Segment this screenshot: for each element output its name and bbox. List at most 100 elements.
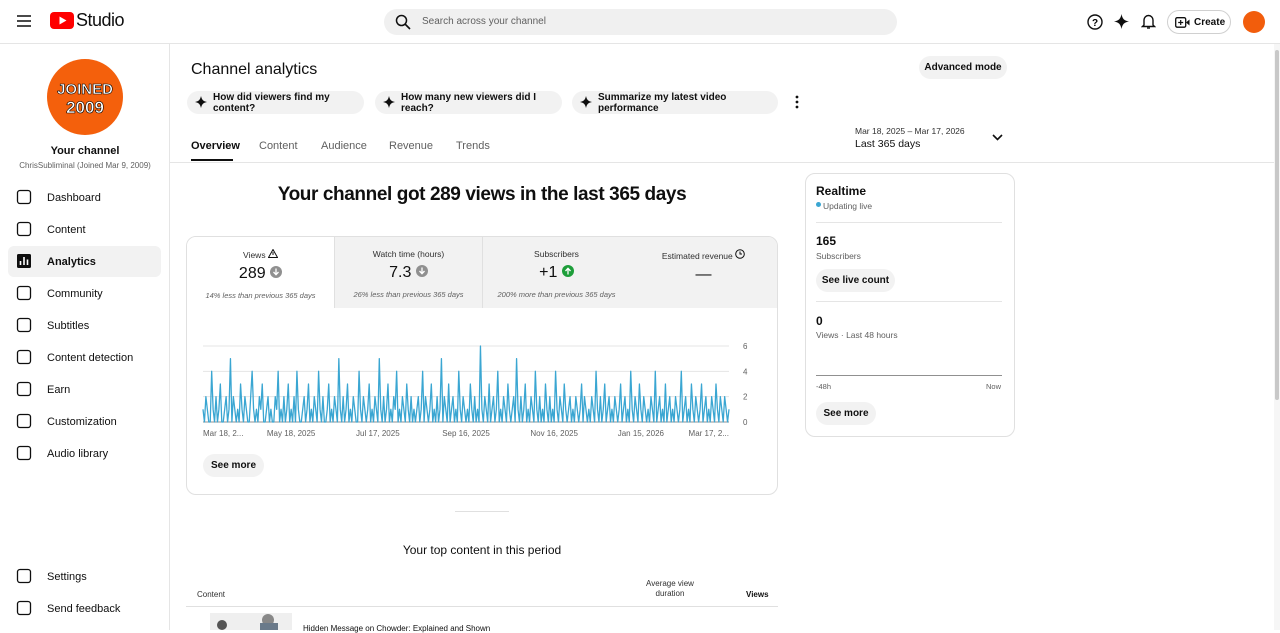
divider [816,301,1002,302]
headline: Your channel got 289 views in the last 3… [277,184,687,205]
axis-label: -48h [816,382,832,391]
nav-label: Send feedback [47,602,121,615]
logo-text[interactable]: Studio [76,10,125,30]
nav-item[interactable]: Content [8,214,161,245]
search-icon [395,14,411,30]
nav-icon [16,568,32,584]
nav-item[interactable]: Dashboard [8,182,161,213]
clock-icon [735,249,745,259]
create-icon [1175,17,1190,28]
divider [455,511,509,512]
nav-label: Analytics [47,255,96,268]
nav-item[interactable]: Earn [8,374,161,405]
subscriber-count: 165 [816,234,837,248]
nav-icon [16,285,32,301]
channel-title: Your channel [50,145,120,157]
nav-item[interactable]: Subtitles [8,310,161,341]
views-label: Views · Last 48 hours [816,330,898,340]
avatar-text: JOINED [57,81,113,98]
y-tick-label: 6 [743,342,748,351]
menu-icon[interactable] [17,15,31,27]
dropdown-icon[interactable] [992,134,1003,142]
see-live-count-button[interactable]: See live count [816,269,895,292]
chip-label: How did viewers find my content? [213,91,330,114]
tab-indicator [191,159,233,161]
chip-label: Summarize my latest video performance [598,91,727,114]
views-count: 0 [816,314,823,328]
nav-item[interactable]: Content detection [8,342,161,373]
tab[interactable]: Content [259,140,298,152]
sparkle-icon [383,96,395,108]
nav-icon [16,445,32,461]
realtime-card [805,173,1015,437]
x-tick-label: Nov 16, 2025 [530,429,578,438]
more-icon[interactable] [794,95,800,109]
nav-item[interactable]: Settings [8,561,161,592]
tab[interactable]: Revenue [389,140,434,152]
nav-icon [17,254,31,268]
advanced-mode-button[interactable]: Advanced mode [919,56,1007,79]
metric-tab[interactable]: Watch time (hours) 7.3 26% less than prev… [335,237,483,308]
y-tick-label: 0 [743,418,748,427]
search-box[interactable]: Search across your channel [384,9,897,35]
video-thumbnail[interactable] [210,613,292,630]
realtime-title: Realtime [816,184,867,198]
channel-avatar[interactable]: JOINED 2009 [47,59,123,135]
table-header: Average view duration [646,579,694,598]
sparkle-icon [580,96,592,108]
video-title[interactable]: Hidden Message on Chowder: Explained and… [303,624,491,633]
nav-icon [16,189,32,205]
scrollbar[interactable] [1274,44,1280,630]
metric-value: 289 [238,265,266,282]
account-avatar[interactable] [1243,11,1265,33]
tab[interactable]: Overview [191,140,240,152]
tab[interactable]: Audience [321,140,367,152]
nav-item[interactable]: Analytics [8,246,161,277]
nav-label: Customization [47,415,117,428]
views-chart: 0 2 4 6 Mar 18, 2... May 18, 2025 Jul 17, 2025… [202,342,748,438]
sparkle-icon [195,96,207,108]
x-tick-label: Mar 18, 2... [203,429,243,438]
sparkle-icon[interactable] [1114,14,1129,29]
metric-tab[interactable]: Views 289 14% less than previous 365 day… [187,237,335,308]
nav-label: Subtitles [47,319,90,332]
nav-item[interactable]: Send feedback [8,593,161,624]
chip-label: How many new viewers did I reach? [401,91,537,114]
nav-label: Community [47,287,103,300]
metric-tab[interactable]: Subscribers +1 200% more than previous 36… [483,237,631,308]
metric-value: +1 [539,264,558,281]
nav-item[interactable]: Community [8,278,161,309]
see-more-button[interactable]: See more [203,454,264,477]
ai-chip[interactable]: Summarize my latest video performance [572,91,778,114]
nav-label: Settings [47,570,87,583]
help-icon[interactable]: ? [1087,14,1103,30]
realtime-axis [816,375,1002,376]
ai-chip[interactable]: How many new viewers did I reach? [375,91,562,114]
subscriber-label: Subscribers [816,251,861,261]
logo-icon [50,12,74,29]
y-tick-label: 2 [743,393,748,402]
nav-item[interactable]: Customization [8,406,161,437]
ai-chip[interactable]: How did viewers find my content? [187,91,364,114]
metric-tab[interactable]: Estimated revenue — [630,237,777,308]
nav-item[interactable]: Audio library [8,438,161,469]
metric-value: 7.3 [389,264,412,281]
channel-subtitle: ChrisSubliminal (Joined Mar 9, 2009) [19,161,151,170]
divider [170,162,1274,163]
nav-icon [16,221,32,237]
date-range: Mar 18, 2025 – Mar 17, 2026 [855,126,965,136]
top-content-title: Your top content in this period [402,543,562,557]
divider [816,222,1002,223]
tab[interactable]: Trends [456,140,490,152]
bell-icon[interactable] [1141,13,1156,30]
see-more-button[interactable]: See more [816,402,876,425]
metric-label: Views [243,250,266,260]
down-icon [270,266,283,278]
table-header: Content [197,590,226,599]
date-label[interactable]: Last 365 days [855,138,921,150]
nav-icon [16,317,32,333]
live-dot [816,202,821,207]
table-header: Views [746,590,769,599]
metric-label: Subscribers [534,249,579,259]
create-button[interactable]: Create [1167,10,1231,34]
